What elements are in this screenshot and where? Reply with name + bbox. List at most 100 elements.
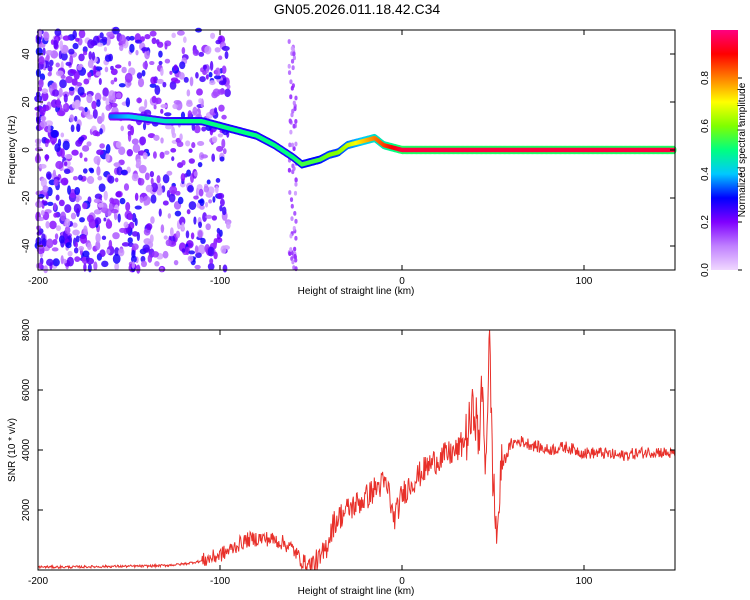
noise-blob — [101, 260, 109, 268]
x-tick-label: -100 — [210, 276, 230, 287]
noise-blob — [102, 87, 109, 97]
noise-blob — [198, 98, 203, 104]
noise-blob — [48, 59, 54, 67]
noise-blob — [212, 196, 216, 203]
noise-blob — [59, 79, 67, 89]
noise-blob — [150, 216, 155, 224]
noise-blob — [137, 77, 145, 88]
noise-blob — [97, 175, 103, 181]
noise-blob — [218, 104, 225, 112]
snr-x-axis-label: Height of straight line (km) — [298, 586, 415, 597]
noise-blob — [68, 48, 75, 55]
colorbar-gradient — [711, 30, 738, 270]
noise-blob — [38, 28, 42, 38]
noise-blob — [42, 47, 46, 56]
noise-blob — [198, 188, 204, 197]
noise-blob — [164, 42, 168, 50]
noise-blob — [213, 240, 218, 249]
noise-blob — [64, 168, 71, 175]
snr-panel: -200 -100 0 100 2000 4000 6000 8000 Height of … — [7, 318, 676, 597]
noise-blob — [115, 92, 122, 99]
noise-blob — [87, 242, 92, 251]
noise-blob — [215, 178, 221, 183]
x-tick-label: 100 — [576, 576, 593, 587]
noise-blob — [169, 227, 174, 237]
noise-blob — [94, 209, 100, 215]
noise-blob — [83, 157, 88, 162]
noise-blob — [55, 225, 62, 232]
noise-blob — [169, 80, 177, 90]
spectrogram-x-axis-label: Height of straight line (km) — [298, 286, 415, 297]
noise-blob — [293, 246, 297, 252]
noise-blob — [140, 260, 148, 268]
noise-blob — [75, 99, 81, 108]
noise-blob — [83, 78, 90, 85]
noise-blob — [135, 158, 142, 167]
noise-blob — [289, 197, 294, 203]
noise-blob — [39, 120, 48, 128]
noise-blob — [177, 196, 184, 205]
noise-blob — [142, 61, 149, 70]
noise-blob — [45, 220, 50, 229]
noise-blob — [156, 78, 164, 84]
noise-blob — [86, 114, 94, 120]
noise-blob — [200, 154, 209, 159]
noise-blob — [68, 86, 75, 91]
noise-blob — [150, 76, 157, 85]
noise-blob — [290, 112, 294, 118]
noise-blob — [74, 115, 78, 122]
noise-blob — [96, 149, 104, 156]
colorbar-tick-label: 0.6 — [700, 119, 711, 133]
noise-blob — [216, 227, 221, 234]
noise-blob — [40, 209, 45, 216]
noise-blob — [38, 262, 43, 270]
noise-blob — [123, 183, 130, 191]
noise-blob — [291, 259, 295, 265]
spectral-trace — [108, 112, 677, 169]
noise-blob — [288, 142, 292, 148]
noise-blob — [66, 256, 74, 267]
noise-blob — [191, 142, 196, 149]
noise-blob — [93, 155, 101, 165]
noise-blob — [188, 250, 196, 255]
noise-blob — [47, 71, 52, 77]
noise-blob — [149, 83, 157, 88]
noise-blob — [199, 198, 205, 207]
noise-blob — [287, 63, 291, 69]
noise-blob — [294, 257, 298, 263]
noise-blob — [72, 222, 78, 228]
y-tick-label: 6000 — [21, 378, 32, 401]
noise-blob — [82, 168, 88, 174]
noise-blob — [165, 239, 172, 247]
noise-blob — [150, 182, 158, 193]
noise-blob — [84, 106, 88, 113]
noise-blob — [112, 253, 121, 264]
noise-blob — [151, 251, 159, 258]
noise-blob — [290, 58, 295, 64]
noise-blob — [53, 202, 57, 211]
y-tick-label: 40 — [21, 48, 32, 60]
noise-blob — [214, 185, 219, 194]
noise-blob — [103, 190, 108, 201]
noise-blob — [99, 32, 104, 39]
noise-blob — [65, 75, 73, 84]
colorbar-tick-label: 0.0 — [700, 263, 711, 277]
noise-blob — [218, 80, 227, 86]
noise-blob — [202, 64, 208, 70]
noise-blob — [72, 175, 79, 181]
noise-blob — [128, 60, 132, 67]
noise-blob — [55, 194, 60, 201]
noise-blob — [193, 195, 199, 200]
noise-blob — [192, 106, 198, 116]
noise-blob — [202, 69, 208, 76]
noise-blob — [78, 29, 86, 39]
noise-blob — [78, 174, 83, 181]
noise-blob — [118, 83, 126, 88]
noise-blob — [181, 248, 186, 253]
noise-blob — [104, 54, 112, 62]
snr-series-line — [37, 329, 676, 571]
noise-blob — [150, 177, 154, 185]
noise-blob — [112, 232, 120, 240]
noise-blob — [45, 50, 54, 56]
noise-blob — [195, 187, 199, 198]
